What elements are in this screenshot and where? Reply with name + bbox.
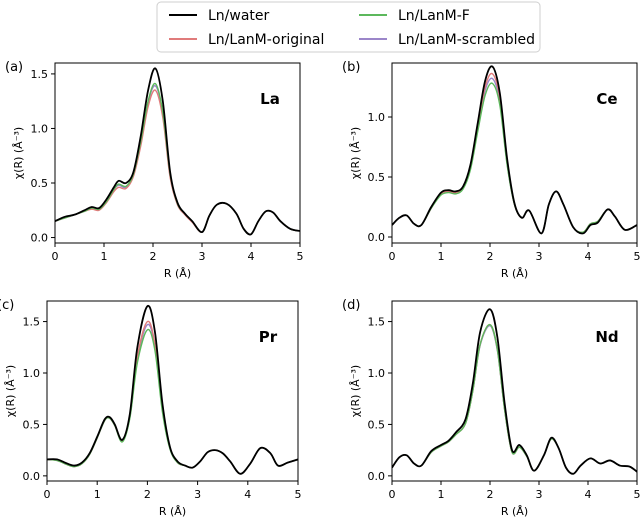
y-axis-label: χ(R) (Å⁻³) [349, 365, 362, 417]
legend-label-lanm-scrambled: Ln/LanM-scrambled [398, 32, 535, 48]
legend-label-lanm-original: Ln/LanM-original [208, 32, 324, 48]
legend-label-lanm-f: Ln/LanM-F [398, 8, 470, 24]
x-tick-label: 4 [585, 488, 592, 501]
x-axis-label: R (Å) [164, 267, 191, 280]
x-tick-label: 1 [438, 488, 445, 501]
panel-letter: (a) [5, 60, 23, 75]
y-tick-label: 0.5 [368, 171, 386, 184]
plot-frame [46, 300, 299, 482]
series-line-ln-water [47, 304, 298, 475]
panel-letter: (b) [342, 60, 360, 75]
panel-letter: (d) [342, 298, 360, 313]
x-axis-label: R (Å) [159, 505, 186, 518]
series-line-ln-water [392, 65, 637, 235]
x-tick-label: 4 [585, 250, 592, 263]
x-tick-label: 1 [101, 250, 108, 263]
y-axis-label: χ(R) (Å⁻³) [12, 127, 25, 179]
x-tick-label: 0 [389, 488, 396, 501]
series-group [55, 67, 300, 236]
element-label: Ce [596, 90, 617, 108]
y-axis-label: χ(R) (Å⁻³) [4, 365, 17, 417]
x-tick-label: 0 [52, 250, 59, 263]
y-tick-label: 1.0 [23, 367, 41, 380]
plot-frame [54, 62, 301, 244]
y-tick-label: 1.5 [368, 316, 386, 329]
element-label: Pr [259, 328, 278, 346]
y-axis-label: χ(R) (Å⁻³) [349, 127, 362, 179]
series-line-ln-lanm-scrambled [47, 323, 298, 475]
y-tick-label: 1.0 [368, 111, 386, 124]
y-tick-label: 1.5 [23, 316, 41, 329]
legend: Ln/water Ln/LanM-F Ln/LanM-original Ln/L… [156, 1, 541, 53]
x-tick-label: 3 [536, 488, 543, 501]
series-line-ln-water [55, 67, 300, 236]
plot-frame [391, 300, 638, 482]
y-tick-label: 0.5 [368, 418, 386, 431]
x-tick-label: 4 [244, 488, 251, 501]
x-tick-label: 5 [634, 250, 640, 263]
series-group [392, 65, 637, 235]
x-tick-label: 0 [44, 488, 51, 501]
x-tick-label: 2 [144, 488, 151, 501]
y-tick-label: 1.5 [31, 68, 49, 81]
legend-label-water: Ln/water [208, 8, 270, 24]
legend-box [156, 1, 541, 53]
x-tick-label: 4 [248, 250, 255, 263]
plot-frame [391, 62, 638, 244]
x-tick-label: 1 [94, 488, 101, 501]
y-tick-label: 0.5 [31, 177, 49, 190]
panel-la: 0 1 2 3 4 5 0.0 0.5 1.0 1.5 R (Å) χ(R) (Å⁻³) (a) La [5, 60, 304, 280]
x-axis-label: R (Å) [501, 505, 528, 518]
panel-letter: (c) [0, 298, 14, 313]
element-label: Nd [595, 328, 618, 346]
panel-pr: 0 1 2 3 4 5 0.0 0.5 1.0 1.5 R (Å) χ(R) (Å⁻³) (c) Pr [0, 298, 302, 518]
y-tick-label: 0.0 [368, 231, 386, 244]
y-tick-label: 0.0 [31, 232, 49, 245]
x-axis-label: R (Å) [501, 267, 528, 280]
panel-nd: 0 1 2 3 4 5 0.0 0.5 1.0 1.5 R (Å) χ(R) (Å⁻³) (d) Nd [342, 298, 640, 518]
panel-ce: 0 1 2 3 4 5 0.0 0.5 1.0 R (Å) χ(R) (Å⁻³) (b) Ce [342, 60, 640, 280]
y-tick-label: 0.0 [23, 470, 41, 483]
x-tick-label: 3 [199, 250, 206, 263]
series-group [47, 304, 298, 475]
y-tick-label: 0.0 [368, 470, 386, 483]
x-tick-label: 2 [487, 250, 494, 263]
x-tick-label: 5 [297, 250, 304, 263]
x-tick-label: 3 [536, 250, 543, 263]
series-line-ln-lanm-scrambled [55, 85, 300, 236]
x-tick-label: 0 [389, 250, 396, 263]
x-tick-label: 1 [438, 250, 445, 263]
element-label: La [260, 90, 280, 108]
x-tick-label: 2 [487, 488, 494, 501]
x-tick-label: 3 [194, 488, 201, 501]
x-tick-label: 5 [634, 488, 640, 501]
x-tick-label: 5 [295, 488, 302, 501]
y-tick-label: 0.5 [23, 418, 41, 431]
series-group [392, 308, 637, 475]
series-line-ln-water [392, 308, 637, 475]
x-tick-label: 2 [150, 250, 157, 263]
y-tick-label: 1.0 [31, 122, 49, 135]
y-tick-label: 1.0 [368, 367, 386, 380]
